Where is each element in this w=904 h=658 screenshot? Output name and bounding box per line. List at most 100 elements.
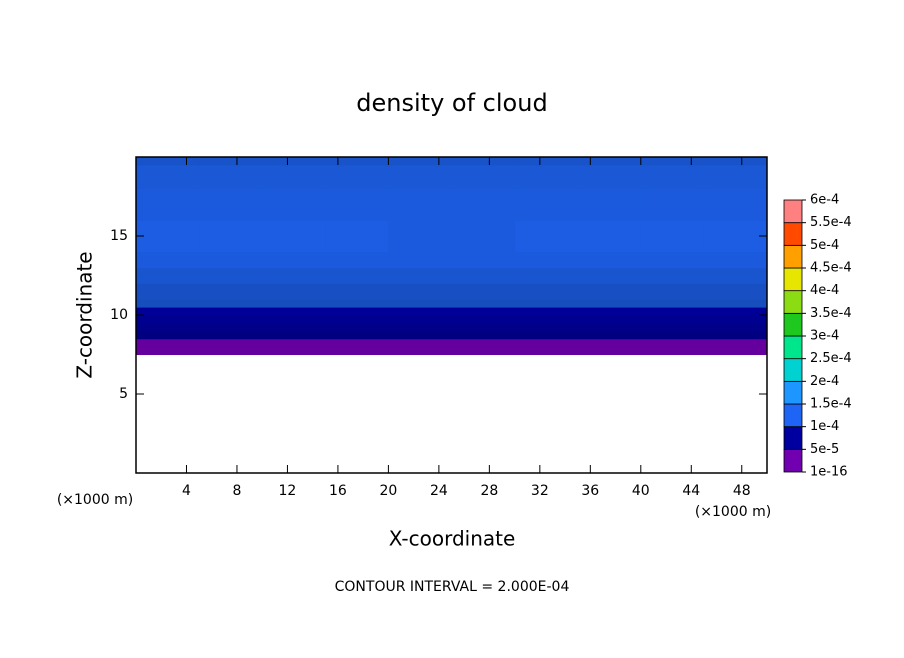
- contour-cell: [577, 251, 642, 269]
- contour-cell: [640, 315, 705, 324]
- contour-cell: [640, 330, 705, 340]
- contour-cell: [388, 157, 452, 166]
- contour-cell: [199, 338, 263, 355]
- contour-cell: [514, 322, 579, 332]
- contour-cell: [514, 251, 579, 269]
- x-tick-label: 12: [279, 483, 297, 499]
- contour-cell: [325, 157, 389, 166]
- contour-cell: [199, 283, 263, 300]
- contour-cell: [514, 330, 579, 340]
- contour-cell: [451, 307, 516, 316]
- contour-cell: [325, 330, 389, 340]
- contour-cell: [703, 330, 768, 340]
- contour-cell: [136, 220, 200, 253]
- chart-title: density of cloud: [356, 89, 547, 117]
- contour-cell: [388, 164, 452, 190]
- contour-cell: [199, 164, 263, 190]
- contour-cell: [325, 299, 389, 308]
- contour-cell: [199, 267, 263, 284]
- contour-cell: [262, 338, 326, 355]
- contour-cell: [451, 267, 516, 284]
- contour-cell: [640, 299, 705, 308]
- contour-cell: [136, 315, 200, 324]
- colorbar-label: 6e-4: [810, 193, 839, 208]
- contour-cell: [199, 315, 263, 324]
- contour-cell: [703, 315, 768, 324]
- contour-cell: [262, 164, 326, 190]
- x-tick-label: 24: [430, 483, 448, 499]
- x-tick-label: 4: [182, 483, 191, 499]
- contour-cell: [325, 267, 389, 284]
- contour-cell: [514, 299, 579, 308]
- x-unit: (×1000 m): [695, 504, 771, 520]
- x-tick-label: 48: [733, 483, 751, 499]
- contour-cell: [136, 322, 200, 332]
- x-tick-label: 28: [480, 483, 498, 499]
- contour-cell: [199, 330, 263, 340]
- y-unit: (×1000 m): [57, 492, 133, 508]
- contour-cell: [262, 307, 326, 316]
- contour-cell: [136, 164, 200, 190]
- contour-cell: [199, 307, 263, 316]
- contour-cell: [514, 164, 579, 190]
- colorbar-box: [783, 403, 803, 428]
- contour-cell: [136, 251, 200, 269]
- contour-cell: [640, 267, 705, 284]
- contour-cell: [577, 299, 642, 308]
- contour-cell: [640, 251, 705, 269]
- colorbar-box: [783, 426, 803, 450]
- contour-cell: [577, 307, 642, 316]
- contour-cell: [136, 283, 200, 300]
- colorbar-box: [783, 244, 803, 269]
- x-tick-label: 40: [632, 483, 650, 499]
- contour-cell: [136, 307, 200, 316]
- contour-cell: [388, 338, 452, 355]
- colorbar-label: 4e-4: [810, 283, 839, 298]
- contour-cell: [451, 330, 516, 340]
- contour-cell: [640, 322, 705, 332]
- colorbar-box: [783, 312, 803, 337]
- contour-cell: [703, 307, 768, 316]
- x-axis-label: X-coordinate: [389, 527, 516, 551]
- colorbar-label: 1.5e-4: [810, 397, 852, 412]
- contour-cell: [577, 322, 642, 332]
- contour-cell: [451, 164, 516, 190]
- contour-cell: [703, 157, 768, 166]
- contour-cell: [514, 307, 579, 316]
- contour-cell: [640, 164, 705, 190]
- contour-cell: [325, 315, 389, 324]
- contour-cell: [514, 315, 579, 324]
- contour-cell: [703, 322, 768, 332]
- contour-cell: [451, 315, 516, 324]
- contour-cell: [262, 220, 326, 253]
- contour-cell: [577, 315, 642, 324]
- contour-cell: [703, 283, 768, 300]
- colorbar-label: 1e-16: [810, 465, 848, 480]
- contour-cell: [514, 220, 579, 253]
- x-tick-label: 44: [682, 483, 700, 499]
- contour-cell: [325, 283, 389, 300]
- contour-cell: [514, 338, 579, 355]
- contour-note: CONTOUR INTERVAL = 2.000E-04: [335, 579, 570, 595]
- contour-cell: [262, 330, 326, 340]
- contour-cell: [262, 299, 326, 308]
- contour-cell: [388, 267, 452, 284]
- contour-cell: [325, 251, 389, 269]
- colorbar-label: 2.5e-4: [810, 351, 852, 366]
- contour-cell: [703, 164, 768, 190]
- contour-cell: [577, 157, 642, 166]
- colorbar-label: 5e-5: [810, 442, 839, 457]
- contour-cell: [388, 299, 452, 308]
- contour-cell: [640, 220, 705, 253]
- contour-cell: [451, 322, 516, 332]
- contour-cell: [577, 220, 642, 253]
- contour-cell: [451, 157, 516, 166]
- contour-cell: [262, 157, 326, 166]
- contour-cell: [325, 338, 389, 355]
- contour-cell: [262, 322, 326, 332]
- colorbar-label: 1e-4: [810, 419, 839, 434]
- contour-cell: [451, 283, 516, 300]
- colorbar-box: [783, 358, 803, 382]
- contour-cell: [199, 251, 263, 269]
- colorbar-label: 4.5e-4: [810, 261, 852, 276]
